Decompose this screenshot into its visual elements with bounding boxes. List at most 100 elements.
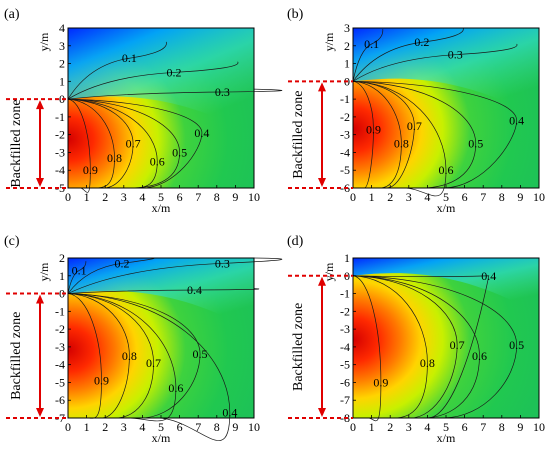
y-tick-label: -1 bbox=[340, 92, 350, 106]
contour-label: 0.7 bbox=[126, 137, 141, 151]
y-tick-label: 3 bbox=[344, 21, 350, 35]
y-tick-label: 1 bbox=[59, 269, 65, 283]
x-tick-label: 6 bbox=[177, 420, 183, 434]
y-axis-label: y/m bbox=[37, 262, 51, 281]
zone-label: Backfilled zone bbox=[9, 312, 24, 400]
x-tick-label: 5 bbox=[158, 190, 164, 204]
x-tick-label: 1 bbox=[369, 190, 375, 204]
zone-label: Backfilled zone bbox=[291, 303, 306, 391]
y-tick-label: -3 bbox=[55, 340, 65, 354]
contour-label: 0.4 bbox=[187, 283, 202, 297]
x-tick-label: 9 bbox=[517, 190, 523, 204]
x-tick-label: 4 bbox=[139, 420, 145, 434]
x-tick-label: 5 bbox=[443, 190, 449, 204]
y-tick-label: -3 bbox=[340, 128, 350, 142]
contour-label: 0.7 bbox=[407, 119, 422, 133]
contour-line bbox=[352, 80, 518, 189]
y-tick-label: -3 bbox=[55, 145, 65, 159]
contour-line bbox=[67, 293, 130, 419]
y-tick-label: -5 bbox=[340, 163, 350, 177]
contour-label: 0.7 bbox=[450, 338, 465, 352]
x-tick-label: 0 bbox=[350, 420, 356, 434]
contour-label: 0.9 bbox=[94, 374, 109, 388]
x-tick-label: 0 bbox=[350, 190, 356, 204]
y-tick-label: 1 bbox=[344, 57, 350, 71]
x-axis-label: x/m bbox=[152, 201, 171, 215]
cool-region bbox=[353, 258, 539, 315]
contour-line bbox=[352, 80, 402, 189]
x-tick-label: 6 bbox=[462, 420, 468, 434]
contour-line bbox=[67, 41, 167, 100]
contour-line bbox=[352, 275, 458, 419]
x-tick-label: 0 bbox=[65, 420, 71, 434]
y-axis-label: y/m bbox=[322, 262, 336, 281]
contour-line bbox=[352, 275, 428, 419]
y-axis-label: y/m bbox=[37, 32, 51, 51]
x-tick-label: 8 bbox=[499, 190, 505, 204]
x-tick-label: 4 bbox=[139, 190, 145, 204]
x-tick-label: 1 bbox=[84, 420, 90, 434]
contour-line bbox=[352, 275, 518, 419]
x-tick-label: 8 bbox=[214, 190, 220, 204]
cool-region bbox=[68, 258, 254, 332]
y-tick-label: -2 bbox=[340, 304, 350, 318]
contour-label: 0.6 bbox=[150, 154, 165, 168]
contour-label: 0.5 bbox=[193, 347, 208, 361]
x-tick-label: 9 bbox=[232, 420, 238, 434]
x-tick-label: 3 bbox=[121, 190, 127, 204]
contour-line bbox=[352, 80, 415, 189]
x-axis-label: x/m bbox=[437, 431, 456, 445]
contour-label: 0.2 bbox=[114, 256, 129, 270]
contour-lines bbox=[352, 27, 518, 197]
zone-arrow-head-down bbox=[318, 178, 326, 187]
panel-label: (d) bbox=[287, 234, 304, 249]
x-tick-label: 10 bbox=[248, 420, 260, 434]
contour-label: 0.8 bbox=[394, 137, 409, 151]
contour-line bbox=[352, 80, 374, 189]
cool-region bbox=[68, 28, 254, 136]
contour-line bbox=[67, 98, 115, 189]
contour-line bbox=[352, 275, 382, 422]
y-tick-label: -7 bbox=[340, 393, 350, 407]
zone-arrow-head-up bbox=[318, 276, 326, 286]
x-tick-label: 2 bbox=[387, 190, 393, 204]
y-tick-label: 2 bbox=[59, 251, 65, 265]
x-tick-label: 2 bbox=[387, 420, 393, 434]
contour-label: 0.6 bbox=[472, 349, 487, 363]
contour-line bbox=[67, 293, 231, 441]
contour-label: 0.4 bbox=[194, 126, 209, 140]
chart-panel-2: 0.1 0.20.30.40.50.60.70.80.90 1 2 3 4 5 6 7 8 9 103… bbox=[287, 7, 545, 215]
contour-label: 0.3 bbox=[215, 85, 230, 99]
contour-line bbox=[67, 88, 283, 100]
x-tick-label: 7 bbox=[480, 420, 486, 434]
contour-line bbox=[67, 98, 134, 189]
x-tick-label: 3 bbox=[406, 420, 412, 434]
contour-label: 0.4 bbox=[222, 406, 237, 420]
x-tick-label: 5 bbox=[443, 420, 449, 434]
x-tick-label: 3 bbox=[406, 190, 412, 204]
x-tick-label: 1 bbox=[84, 190, 90, 204]
contour-label: 0.1 bbox=[72, 263, 87, 277]
x-tick-label: 3 bbox=[121, 420, 127, 434]
contour-line bbox=[352, 27, 464, 82]
y-tick-label: 2 bbox=[344, 39, 350, 53]
x-tick-label: 9 bbox=[232, 190, 238, 204]
contour-label: 0.6 bbox=[439, 163, 454, 177]
zone-arrow-head-up bbox=[36, 100, 44, 110]
contour-label: 0.1 bbox=[122, 51, 137, 65]
contour-line bbox=[67, 288, 260, 294]
y-tick-label: 1 bbox=[344, 251, 350, 265]
contour-line bbox=[352, 29, 384, 82]
contour-line bbox=[67, 293, 201, 419]
chart-panel-4: 0.40.50.60.70.80.901234567891010-1-2-3-4… bbox=[287, 234, 545, 445]
y-tick-label: -3 bbox=[340, 322, 350, 336]
contour-line bbox=[352, 80, 477, 189]
cool-region bbox=[353, 28, 539, 119]
zone-arrow-head-down bbox=[36, 408, 44, 417]
x-tick-label: 6 bbox=[462, 190, 468, 204]
contour-line bbox=[67, 293, 177, 422]
x-tick-label: 0 bbox=[65, 190, 71, 204]
x-tick-label: 9 bbox=[517, 420, 523, 434]
contour-label: 0.3 bbox=[215, 256, 230, 270]
